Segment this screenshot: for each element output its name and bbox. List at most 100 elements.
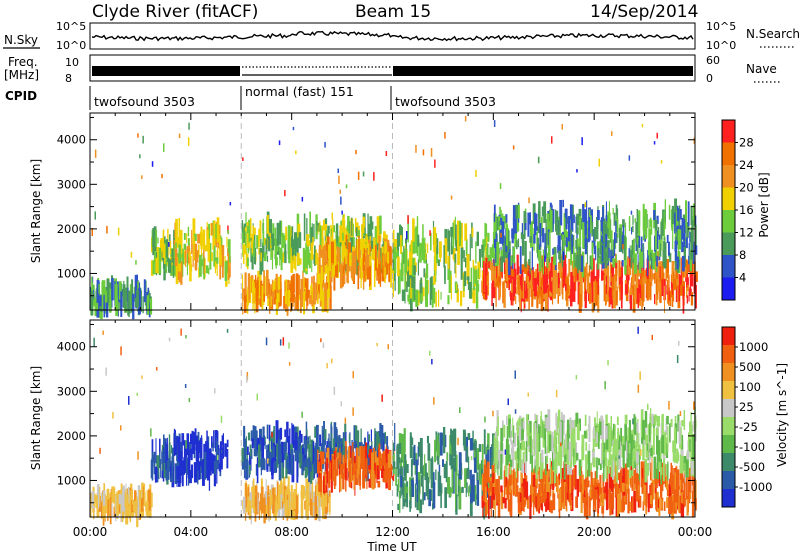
data-cell xyxy=(617,494,620,517)
data-cell xyxy=(155,257,158,273)
data-cell xyxy=(390,464,393,472)
data-cell xyxy=(376,342,378,347)
data-cell xyxy=(227,239,231,263)
data-cell xyxy=(308,443,311,466)
data-cell xyxy=(432,503,434,510)
data-cell xyxy=(625,283,628,295)
data-cell xyxy=(548,434,552,452)
data-cell xyxy=(445,461,448,483)
data-cell xyxy=(597,487,599,514)
data-cell xyxy=(325,250,328,262)
data-cell xyxy=(260,238,262,247)
data-cell xyxy=(627,256,631,275)
data-cell xyxy=(153,226,157,252)
data-cell xyxy=(268,496,272,509)
data-cell xyxy=(569,468,572,475)
data-cell xyxy=(647,463,650,476)
data-cell xyxy=(418,480,421,500)
data-cell xyxy=(584,291,587,309)
data-cell xyxy=(411,276,414,289)
data-cell xyxy=(361,224,363,251)
data-cell xyxy=(362,171,365,177)
data-cell xyxy=(507,243,510,253)
data-cell xyxy=(378,263,380,283)
data-cell xyxy=(275,420,279,445)
data-cell xyxy=(333,442,336,459)
data-cell xyxy=(536,441,538,459)
data-cell xyxy=(284,291,287,305)
data-cell xyxy=(678,274,681,302)
nave-label: Nave xyxy=(746,62,777,76)
data-cell xyxy=(221,435,224,445)
data-cell xyxy=(329,285,332,310)
data-cell xyxy=(98,485,100,509)
data-cell xyxy=(341,443,343,456)
data-cell xyxy=(517,451,520,471)
data-cell xyxy=(513,425,515,444)
data-cell xyxy=(562,262,565,288)
data-cell xyxy=(678,486,680,513)
data-cell xyxy=(608,287,611,297)
data-cell xyxy=(537,237,540,258)
data-cell xyxy=(338,434,341,459)
data-cell xyxy=(432,472,435,485)
data-cell xyxy=(308,253,311,269)
data-cell xyxy=(203,249,205,268)
data-cell xyxy=(252,425,255,445)
data-cell xyxy=(496,426,498,448)
data-cell xyxy=(571,234,573,254)
x-axis-label: Time UT xyxy=(366,540,417,554)
data-cell xyxy=(284,429,287,438)
data-cell xyxy=(645,492,648,508)
data-cell xyxy=(636,237,639,246)
data-cell xyxy=(319,434,322,447)
data-cell xyxy=(424,463,427,481)
data-cell xyxy=(301,411,303,418)
data-cell xyxy=(142,296,144,314)
data-cell xyxy=(148,293,151,318)
data-cell xyxy=(639,371,641,381)
data-cell xyxy=(105,496,108,514)
data-cell xyxy=(147,287,150,296)
data-cell xyxy=(491,283,493,306)
data-cell xyxy=(392,231,394,251)
data-cell xyxy=(547,284,549,312)
data-cell xyxy=(246,375,248,383)
data-cell xyxy=(411,480,414,497)
data-cell xyxy=(575,442,578,463)
data-cell xyxy=(514,471,518,497)
data-cell xyxy=(492,410,494,417)
data-cell xyxy=(501,271,503,279)
data-cell xyxy=(547,482,551,502)
data-cell xyxy=(296,455,299,483)
data-cell xyxy=(562,415,565,435)
data-cell xyxy=(95,288,97,302)
data-cell xyxy=(444,132,446,139)
data-cell xyxy=(614,261,617,269)
data-cell xyxy=(486,444,489,448)
data-cell xyxy=(529,212,531,225)
data-cell xyxy=(684,237,687,246)
data-cell xyxy=(211,436,213,448)
colorbar-segment xyxy=(722,399,735,418)
data-cell xyxy=(169,241,172,255)
power-colorbar-label: Power [dB] xyxy=(757,172,771,237)
data-cell xyxy=(557,474,560,485)
data-cell xyxy=(373,237,376,260)
data-cell xyxy=(580,273,583,295)
data-cell xyxy=(358,235,360,264)
data-cell xyxy=(341,210,343,215)
data-cell xyxy=(632,445,636,460)
data-cell xyxy=(637,326,639,334)
data-cell xyxy=(603,458,605,482)
data-cell xyxy=(597,247,599,271)
data-cell xyxy=(594,227,597,242)
data-cell xyxy=(242,496,246,514)
data-cell xyxy=(286,459,289,469)
data-cell xyxy=(564,433,568,451)
y-tick-label: 1000 xyxy=(57,266,86,280)
data-cell xyxy=(182,248,184,260)
data-cell xyxy=(251,233,254,254)
data-cell xyxy=(651,334,653,341)
